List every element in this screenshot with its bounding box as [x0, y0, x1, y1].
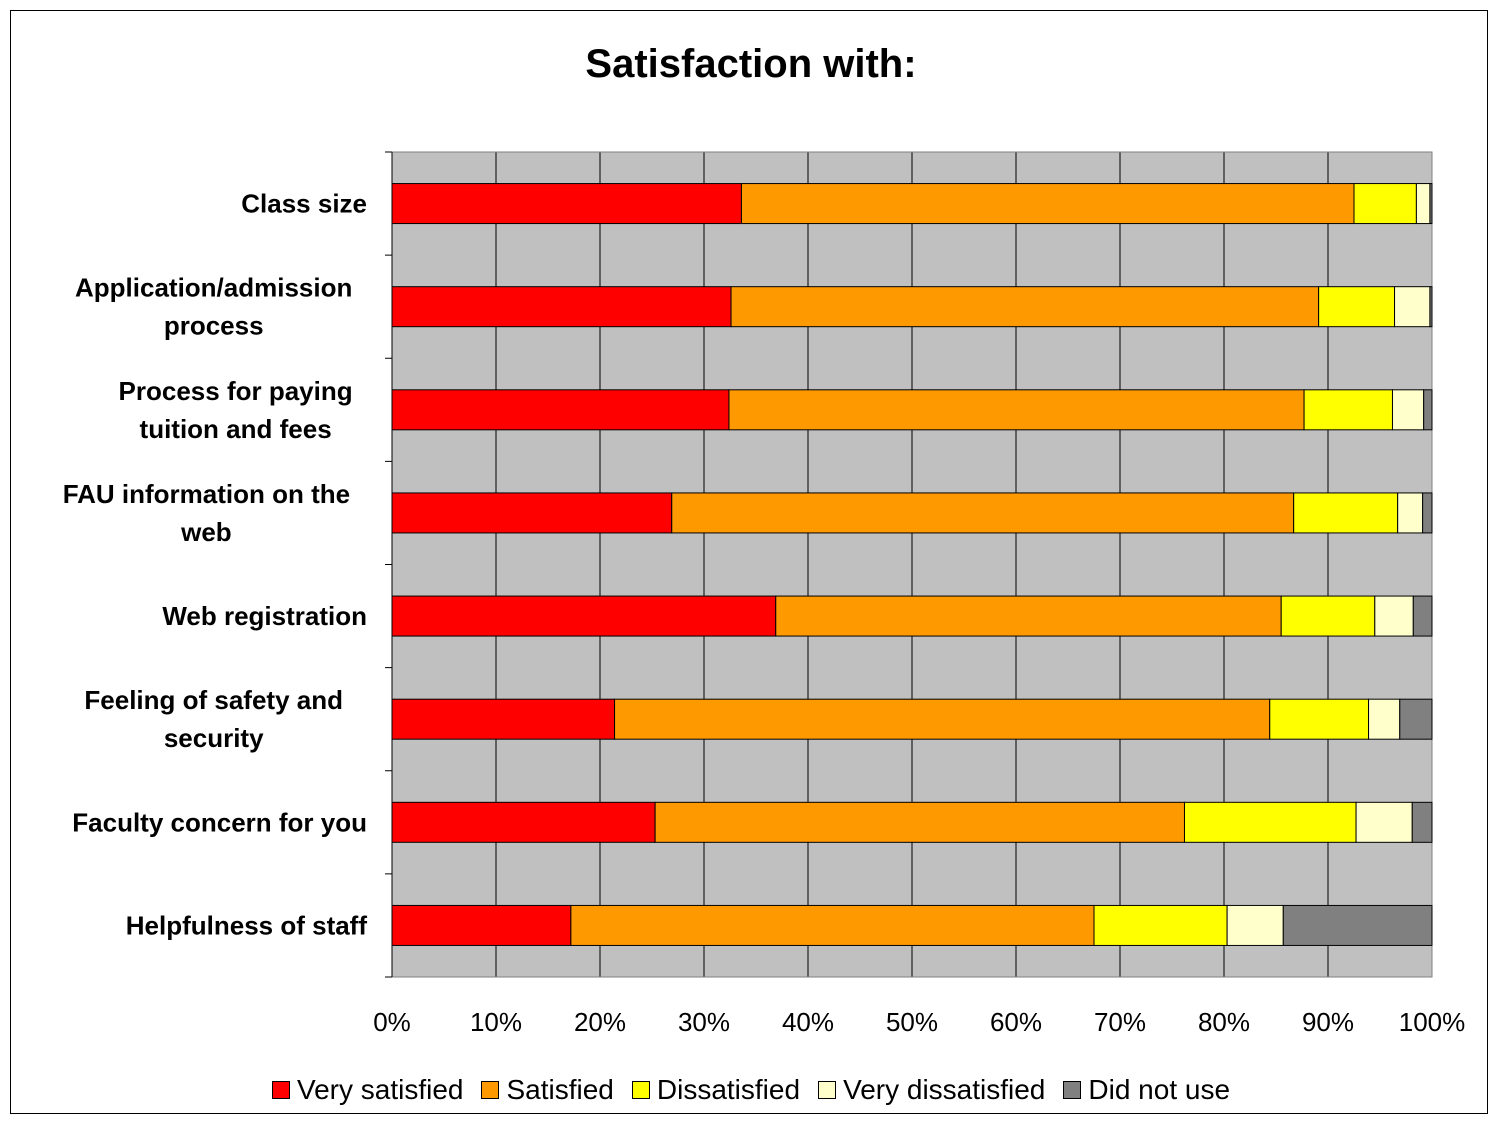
bar-segment [1391, 389, 1425, 431]
bar-segment [1429, 286, 1433, 328]
x-tick-label: 100% [1399, 1007, 1466, 1037]
bar-segment [614, 698, 1271, 740]
bar-segment [728, 389, 1305, 431]
legend-swatch [481, 1081, 500, 1099]
category-label: Feeling of safety and [84, 685, 343, 715]
bar-segment [1368, 698, 1401, 740]
bar-segment [391, 492, 673, 534]
bar-segment [1399, 698, 1433, 740]
x-tick-label: 70% [1094, 1007, 1146, 1037]
bar-segment [740, 183, 1355, 225]
x-tick-label: 40% [782, 1007, 834, 1037]
x-tick-label: 30% [678, 1007, 730, 1037]
legend-item: Very dissatisfied [818, 1074, 1045, 1106]
bar-segment [1423, 389, 1433, 431]
bar-segment [1183, 801, 1357, 843]
category-label: Web registration [162, 601, 367, 631]
bar-segment [391, 595, 777, 637]
chart-title: Satisfaction with: [585, 42, 917, 86]
bar-segment [1226, 904, 1284, 946]
category-label: Application/admission [75, 273, 352, 303]
x-tick-label: 80% [1198, 1007, 1250, 1037]
x-tick-label: 10% [470, 1007, 522, 1037]
x-tick-label: 20% [574, 1007, 626, 1037]
legend-item: Dissatisfied [631, 1074, 801, 1106]
category-label: process [164, 311, 264, 341]
legend-label: Very satisfied [296, 1074, 464, 1105]
bar-segment [1353, 183, 1417, 225]
bar-segment [1318, 286, 1396, 328]
bar-segment [391, 183, 742, 225]
bar-segment [391, 904, 572, 946]
x-tick-label: 60% [990, 1007, 1042, 1037]
bar-segment [1293, 492, 1399, 534]
bar-segment [391, 389, 730, 431]
legend-swatch [818, 1081, 837, 1099]
legend-label: Dissatisfied [656, 1074, 801, 1105]
bar-segment [1422, 492, 1433, 534]
bar-segment [391, 286, 732, 328]
category-label: Faculty concern for you [72, 807, 367, 837]
bar-segment [1412, 595, 1433, 637]
legend-label: Satisfied [506, 1074, 614, 1105]
legend-swatch [631, 1081, 650, 1099]
bar-segment [1429, 183, 1433, 225]
bar-segment [1303, 389, 1393, 431]
bar-segment [1415, 183, 1431, 225]
x-tick-label: 90% [1302, 1007, 1354, 1037]
category-label: Class size [241, 189, 367, 219]
legend-item: Satisfied [481, 1074, 614, 1106]
bar-segment [1397, 492, 1424, 534]
category-label: Process for paying [119, 376, 353, 406]
bar-segment [730, 286, 1320, 328]
bar-segment [1269, 698, 1370, 740]
legend-label: Did not use [1088, 1074, 1231, 1105]
bar-segment [654, 801, 1185, 843]
bar-segment [1355, 801, 1413, 843]
legend-item: Did not use [1063, 1074, 1230, 1106]
category-label: Helpfulness of staff [126, 910, 368, 940]
x-tick-label: 50% [886, 1007, 938, 1037]
bar-segment [1280, 595, 1376, 637]
bar-segment [1394, 286, 1431, 328]
legend-swatch [271, 1081, 290, 1099]
bar-segment [775, 595, 1282, 637]
bar-segment [671, 492, 1295, 534]
category-label: FAU information on the [63, 479, 350, 509]
category-label: security [164, 723, 264, 753]
x-tick-label: 0% [373, 1007, 411, 1037]
legend-label: Very dissatisfied [843, 1074, 1046, 1105]
legend-item: Very satisfied [271, 1074, 464, 1106]
bar-segment [1093, 904, 1228, 946]
bar-segment [391, 801, 656, 843]
chart-legend: Very satisfied Satisfied Dissatisfied Very … [0, 1072, 1502, 1108]
category-label: web [180, 517, 232, 547]
legend-swatch [1063, 1081, 1082, 1099]
category-label: tuition and fees [140, 414, 332, 444]
bar-segment [570, 904, 1095, 946]
bar-segment [391, 698, 616, 740]
bar-segment [1411, 801, 1433, 843]
bar-segment [1282, 904, 1433, 946]
bar-segment [1374, 595, 1414, 637]
